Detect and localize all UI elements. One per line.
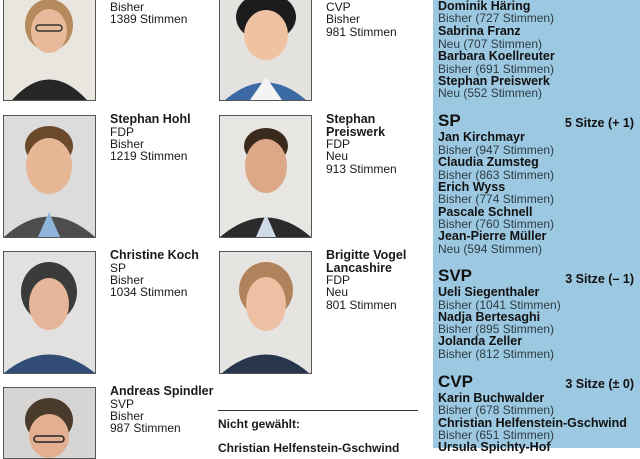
member-name: Sabrina Franz [438, 24, 521, 38]
candidate-status: Bisher [110, 136, 145, 151]
not-elected-name: Christian Helfenstein-Gschwind [218, 441, 400, 455]
member-status: Bisher (1041 Stimmen) [438, 298, 561, 312]
party-seats: 3 Sitze (– 1) [565, 272, 634, 286]
member-status: Bisher (691 Stimmen) [438, 62, 555, 76]
candidate-caption: Christine Koch SP Bisher 1034 Stimmen [110, 249, 199, 298]
candidate-caption: Stephan Preiswerk FDP Neu 913 Stimmen [326, 113, 397, 175]
member-name: Erich Wyss [438, 180, 506, 194]
candidate-votes: 981 Stimmen [326, 24, 397, 39]
candidate-votes: 987 Stimmen [110, 421, 181, 436]
candidate-name: Stephan Hohl [110, 112, 191, 126]
member-name: Stephan Preiswerk [438, 74, 550, 88]
member-name: Karin Buchwalder [438, 391, 545, 405]
member-status: Bisher (774 Stimmen) [438, 192, 555, 206]
member-status: Bisher (812 Stimmen) [438, 347, 555, 361]
candidate-votes: 913 Stimmen [326, 161, 397, 176]
member-name: Ueli Siegenthaler [438, 285, 540, 299]
party-seats: 3 Sitze (± 0) [565, 377, 634, 391]
member-status: Neu (552 Stimmen) [438, 86, 543, 100]
candidate-caption: Stephan Hohl FDP Bisher 1219 Stimmen [110, 113, 191, 162]
candidate-photo [219, 115, 312, 238]
party-heading: SP [438, 111, 461, 130]
member-name: Jan Kirchmayr [438, 130, 525, 144]
member-status: Bisher (651 Stimmen) [438, 428, 555, 442]
divider [218, 410, 418, 411]
candidate-photo [3, 387, 96, 459]
party-heading: CVP [438, 372, 473, 391]
candidate-caption: Bisher 1389 Stimmen [110, 1, 187, 26]
member-status: Neu (594 Stimmen) [438, 242, 543, 256]
member-status: Bisher (863 Stimmen) [438, 168, 555, 182]
member-name: Nadja Bertesaghi [438, 310, 541, 324]
candidate-party: FDP [326, 273, 350, 287]
candidate-photo [219, 0, 312, 101]
member-name: Barbara Koellreuter [438, 49, 555, 63]
party-seats: 5 Sitze (+ 1) [564, 116, 634, 130]
member-name: Jolanda Zeller [438, 334, 523, 348]
candidate-party: SP [110, 260, 127, 275]
results-panel: Dominik Häring Bisher (727 Stimmen) Sabr… [433, 0, 640, 454]
candidate-photo [219, 251, 312, 374]
candidate-name: Andreas Spindler [110, 384, 214, 398]
member-name: Dominik Häring [438, 0, 531, 13]
candidate-votes: 801 Stimmen [326, 297, 397, 312]
member-status: Bisher (947 Stimmen) [438, 143, 555, 157]
candidate-photo [3, 115, 96, 238]
party-heading: SVP [438, 266, 473, 285]
candidate-votes: 1034 Stimmen [110, 285, 188, 300]
candidate-caption: Andreas Spindler SVP Bisher 987 Stimmen [110, 385, 214, 434]
member-name: Claudia Zumsteg [438, 155, 539, 169]
member-name: Christian Helfenstein-Gschwind [438, 416, 627, 430]
candidate-name: Brigitte Vogel Lancashire [326, 248, 407, 275]
member-status: Neu (707 Stimmen) [438, 37, 543, 51]
candidate-caption: CVP Bisher 981 Stimmen [326, 1, 397, 38]
member-status: Bisher (760 Stimmen) [438, 217, 555, 231]
candidate-party: FDP [110, 124, 134, 139]
candidate-name: Stephan Preiswerk [326, 112, 386, 139]
member-name: Ursula Spichty-Hof [438, 440, 551, 454]
member-name: Pascale Schnell [438, 205, 533, 219]
member-status: Bisher (895 Stimmen) [438, 322, 555, 336]
candidate-party: CVP [326, 0, 351, 14]
member-name: Jean-Pierre Müller [438, 229, 547, 243]
not-elected-heading: Nicht gewählt: [218, 417, 301, 431]
candidate-party: FDP [326, 137, 350, 151]
candidate-status: Bisher [110, 0, 145, 14]
candidate-photo [3, 0, 96, 101]
candidate-caption: Brigitte Vogel Lancashire FDP Neu 801 St… [326, 249, 406, 311]
candidate-name: Christine Koch [110, 248, 199, 262]
member-status: Bisher (727 Stimmen) [438, 11, 555, 25]
candidate-votes: 1389 Stimmen [110, 12, 188, 27]
candidate-photo [3, 251, 96, 374]
candidate-status: Neu [326, 285, 349, 300]
candidate-status: Bisher [326, 12, 361, 27]
candidate-status: Bisher [110, 272, 145, 287]
candidate-votes: 1219 Stimmen [110, 149, 188, 164]
candidate-status: Neu [326, 149, 349, 164]
candidate-status: Bisher [110, 408, 145, 423]
candidate-party: SVP [110, 396, 135, 411]
member-status: Bisher (678 Stimmen) [438, 403, 555, 417]
